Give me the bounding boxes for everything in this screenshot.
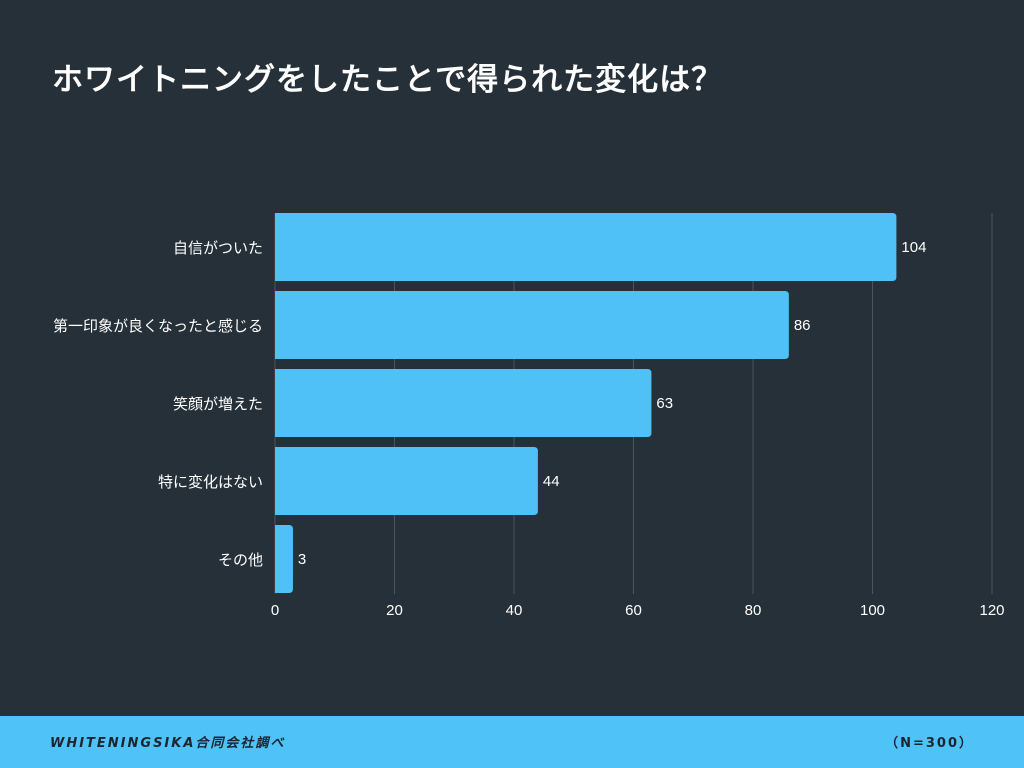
category-label: 第一印象が良くなったと感じる — [53, 317, 263, 335]
chart-title: ホワイトニングをしたことで得られた変化は？ — [52, 62, 724, 98]
bar-chart: 104 86 63 44 3 自信がついた第一印象が良くなったと感じる笑顔が増えた特に変… — [53, 213, 1005, 619]
bar — [275, 369, 652, 437]
bar — [275, 291, 789, 359]
x-tick-label: 20 — [386, 602, 403, 619]
bars: 104 86 63 44 3 — [275, 213, 926, 593]
x-tick-label: 100 — [860, 602, 885, 619]
x-tick-label: 120 — [979, 602, 1004, 619]
source-note: WHITENINGSIKA合同会社調べ — [50, 736, 286, 751]
data-label: 44 — [543, 473, 560, 490]
data-label: 63 — [656, 395, 673, 412]
category-label: 笑顔が増えた — [173, 395, 263, 413]
bar — [275, 525, 293, 593]
x-tick-label: 80 — [745, 602, 762, 619]
bar — [275, 447, 538, 515]
x-tick-label: 40 — [506, 602, 523, 619]
footer-band: WHITENINGSIKA合同会社調べ （N=300） — [0, 716, 1024, 768]
data-label: 104 — [901, 239, 926, 256]
category-label: 特に変化はない — [158, 473, 263, 491]
bar — [275, 213, 897, 281]
category-label: 自信がついた — [173, 239, 263, 257]
sample-size: （N=300） — [885, 736, 974, 751]
x-tick-label: 0 — [271, 602, 279, 619]
data-label: 86 — [794, 317, 811, 334]
x-tick-label: 60 — [625, 602, 642, 619]
category-label: その他 — [218, 551, 263, 569]
x-tick-labels: 0 20 40 60 80 100 120 — [271, 602, 1005, 619]
data-label: 3 — [298, 551, 306, 568]
